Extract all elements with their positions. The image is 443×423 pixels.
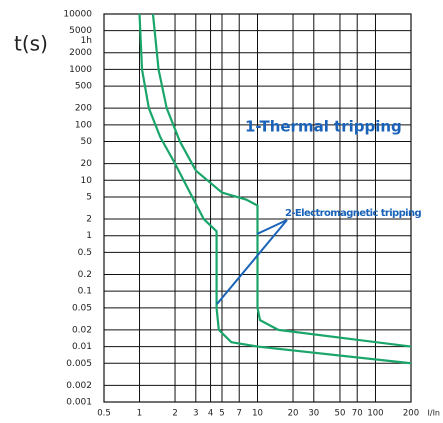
- x-tick-label: 20: [288, 409, 299, 419]
- y-tick-label: 50: [81, 137, 93, 147]
- y-tick-label: 0.002: [66, 381, 92, 391]
- x-tick-label: 30: [308, 409, 319, 419]
- y-tick-label: 1000: [69, 65, 92, 75]
- x-tick-label: 100: [367, 409, 383, 419]
- y-tick-label: 500: [75, 82, 92, 92]
- x-tick-label: 0.5: [97, 409, 111, 419]
- annotation: 1-Thermal tripping: [245, 118, 402, 136]
- x-tick-label: 7: [237, 409, 242, 419]
- y-tick-label: 0.01: [72, 342, 92, 352]
- x-tick-label: 50: [335, 409, 346, 419]
- y-tick-label: 20: [81, 159, 93, 169]
- x-tick-label: 200: [403, 409, 419, 419]
- y-tick-label: 1: [86, 231, 92, 241]
- curve: [138, 13, 412, 365]
- x-tick-label: 70: [352, 409, 363, 419]
- x-tick-label: 10: [252, 409, 263, 419]
- y-tick-label: 0.001: [66, 398, 92, 408]
- y-tick-label: 0.05: [72, 303, 92, 313]
- y-tick-label: 0.005: [66, 359, 92, 369]
- y-tick-label: 10000: [63, 10, 92, 20]
- annotation-arrow: [256, 219, 288, 235]
- y-axis-label: t(s): [14, 32, 48, 56]
- y-tick-label: 2000: [69, 48, 92, 58]
- y-tick-label: 0.2: [78, 270, 92, 280]
- y-tick-label: 2: [86, 215, 92, 225]
- y-tick-label: 5: [86, 192, 92, 202]
- x-tick-label: 4: [208, 409, 213, 419]
- x-tick-label: 5: [219, 409, 224, 419]
- y-tick-label: 1h: [81, 36, 92, 46]
- curve: [151, 13, 412, 348]
- y-tick-label: 200: [75, 104, 92, 114]
- annotation-arrow: [216, 219, 288, 305]
- plot-border: [103, 13, 412, 403]
- x-axis-label: I/In: [428, 409, 440, 418]
- y-tick-label: 0.1: [78, 287, 92, 297]
- y-tick-label: 0.02: [72, 325, 92, 335]
- y-tick-label: 100: [75, 120, 92, 130]
- annotation: 2-Electromagnetic tripping: [285, 208, 422, 219]
- y-tick-label: 10: [81, 176, 93, 186]
- y-tick-label: 5000: [69, 26, 92, 36]
- x-tick-label: 1: [137, 409, 142, 419]
- x-tick-label: 2: [172, 409, 177, 419]
- y-tick-label: 0.5: [78, 248, 92, 258]
- x-tick-label: 3: [193, 409, 198, 419]
